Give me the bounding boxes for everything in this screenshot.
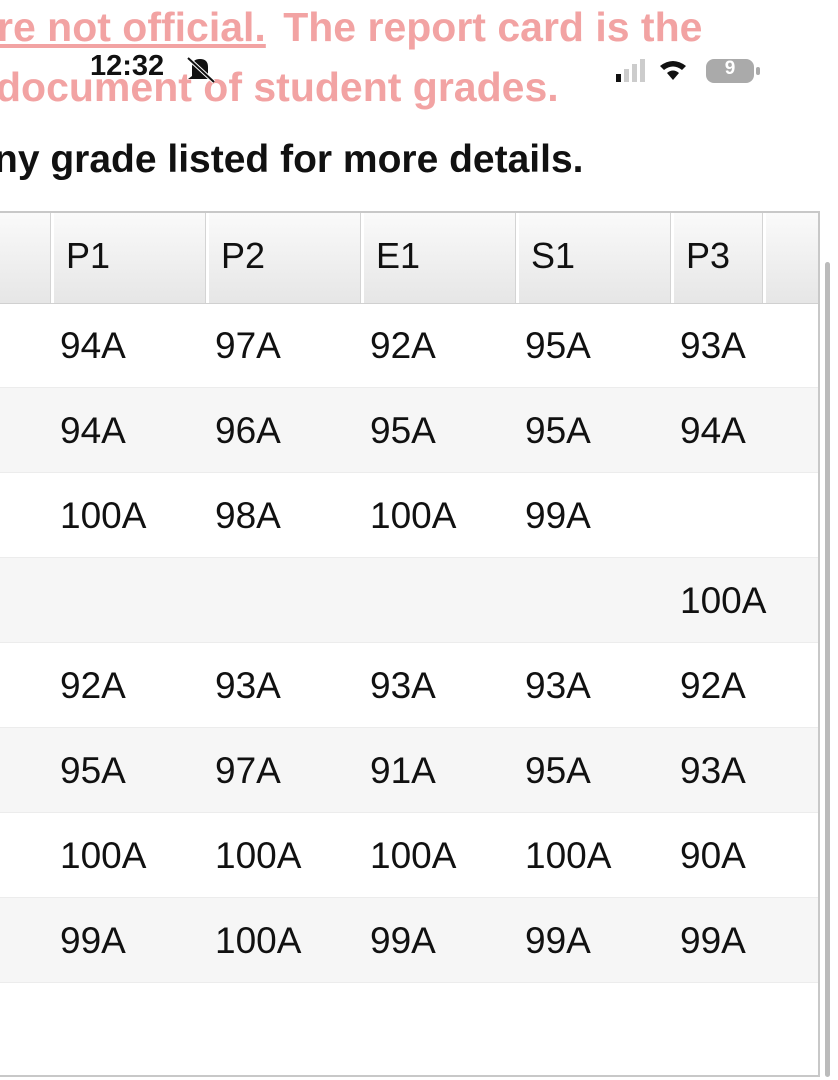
grade-cell[interactable]: 93A	[525, 665, 591, 706]
table-row: 100A	[0, 558, 818, 643]
grade-cell[interactable]: 95A	[525, 410, 591, 451]
table-row: 92A 93A 93A 93A 92A	[0, 643, 818, 728]
grade-cell[interactable]: 93A	[215, 665, 281, 706]
column-separator	[205, 213, 209, 303]
column-separator	[50, 213, 54, 303]
grade-cell[interactable]: 95A	[60, 750, 126, 791]
grade-cell[interactable]: 100A	[680, 580, 767, 621]
grade-cell[interactable]: 90A	[680, 835, 746, 876]
column-header[interactable]: P1	[66, 235, 111, 276]
column-separator	[515, 213, 519, 303]
table-row: 100A 100A 100A 100A 90A	[0, 813, 818, 898]
column-header[interactable]: E1	[376, 235, 421, 276]
column-separator	[762, 213, 766, 303]
grade-cell[interactable]: 95A	[370, 410, 436, 451]
banner-text: The report card is the	[283, 4, 703, 50]
table-row: 95A 97A 91A 95A 93A	[0, 728, 818, 813]
grade-cell[interactable]: 94A	[60, 410, 126, 451]
grade-cell[interactable]: 94A	[680, 410, 746, 451]
grade-cell[interactable]: 99A	[60, 920, 126, 961]
banner-line1: re not official. The report card is the	[0, 4, 702, 51]
grade-cell[interactable]: 93A	[680, 325, 746, 366]
column-separator	[670, 213, 674, 303]
grade-cell[interactable]: 94A	[60, 325, 126, 366]
grade-cell[interactable]: 100A	[215, 835, 302, 876]
grade-cell[interactable]: 92A	[370, 325, 436, 366]
table-row: 100A 98A 100A 99A	[0, 473, 818, 558]
status-icons	[616, 59, 760, 83]
column-header[interactable]: P3	[686, 235, 731, 276]
table-row: 94A 96A 95A 95A 94A	[0, 388, 818, 473]
grade-cell[interactable]: 96A	[215, 410, 281, 451]
grade-cell[interactable]: 99A	[370, 920, 436, 961]
grade-cell[interactable]: 95A	[525, 325, 591, 366]
grade-cell[interactable]: 93A	[680, 750, 746, 791]
grade-cell[interactable]: 99A	[525, 495, 591, 536]
grade-cell[interactable]: 100A	[60, 495, 147, 536]
column-header[interactable]: S1	[531, 235, 576, 276]
grade-cell[interactable]: 98A	[215, 495, 281, 536]
grade-cell[interactable]: 100A	[525, 835, 612, 876]
grade-cell[interactable]: 99A	[525, 920, 591, 961]
table-row: 94A 97A 92A 95A 93A	[0, 303, 818, 388]
battery-level: 9	[724, 58, 736, 79]
table-row: 99A 100A 99A 99A 99A	[0, 898, 818, 983]
grade-cell[interactable]: 100A	[60, 835, 147, 876]
grade-cell[interactable]: 100A	[370, 835, 457, 876]
grade-cell[interactable]: 100A	[370, 495, 457, 536]
table-header: P1 P2 E1 S1 P3	[0, 213, 818, 304]
grade-cell[interactable]: 97A	[215, 325, 281, 366]
grade-cell[interactable]: 100A	[215, 920, 302, 961]
grade-cell[interactable]: 91A	[370, 750, 436, 791]
mute-icon	[186, 56, 216, 84]
grade-cell[interactable]: 95A	[525, 750, 591, 791]
status-time: 12:32	[90, 50, 165, 82]
grade-cell[interactable]: 92A	[680, 665, 746, 706]
grade-cell[interactable]: 92A	[60, 665, 126, 706]
instruction: ny grade listed for more details.	[0, 138, 584, 181]
banner-link[interactable]: re not official.	[0, 4, 266, 50]
column-header[interactable]: P2	[221, 235, 266, 276]
grades-table: P1 P2 E1 S1 P3 94A 97A 92A 95A 93A 94A 96A 95A 95A 94…	[0, 211, 820, 1077]
banner-line2: document of student grades.	[0, 64, 559, 110]
scrollbar[interactable]	[825, 262, 830, 1077]
grade-cell[interactable]: 93A	[370, 665, 436, 706]
column-separator	[360, 213, 364, 303]
grade-cell[interactable]: 99A	[680, 920, 746, 961]
grade-cell[interactable]: 97A	[215, 750, 281, 791]
